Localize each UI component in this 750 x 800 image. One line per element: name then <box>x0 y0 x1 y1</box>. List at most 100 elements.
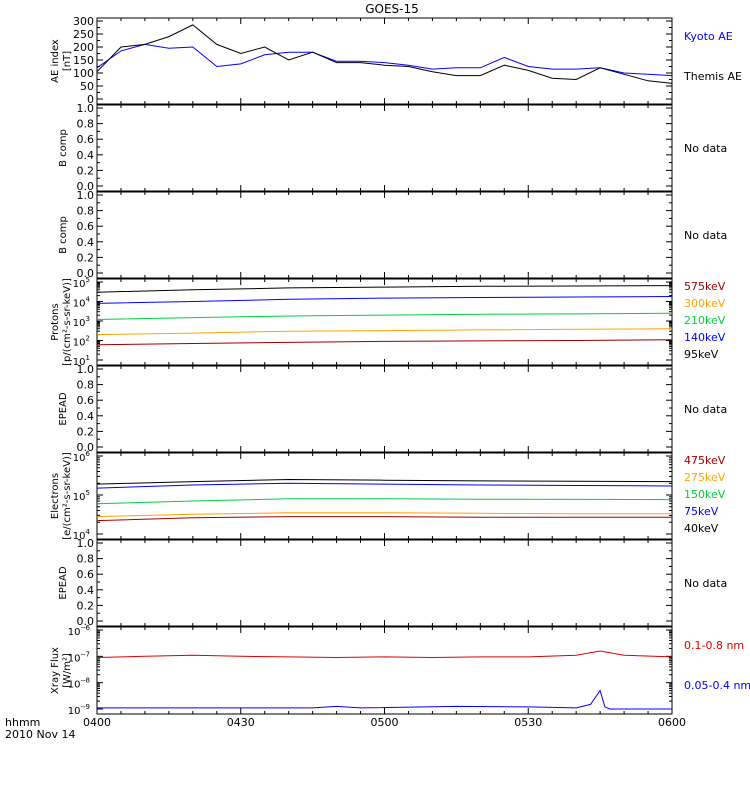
ytick-label-b_comp_1: 0.4 <box>77 149 95 162</box>
ytick-label-epead_1: 0.6 <box>77 394 95 407</box>
ytick-label-epead_1: 0.8 <box>77 379 95 392</box>
ylabel-electrons-1: [e/(cm²-s-sr-keV)] <box>62 452 73 540</box>
ytick-label-epead_2: 0.8 <box>77 553 95 566</box>
ytick-label-epead_2: 0.6 <box>77 568 95 581</box>
ylabel-b_comp_2-0: B comp <box>58 216 69 254</box>
ytick-label-xray: 10--6 <box>68 624 91 638</box>
ylabel-xray-0: Xray Flux <box>50 647 61 694</box>
series-line-xray-0 <box>96 650 673 659</box>
legend-label-electrons-1: 275keV <box>684 471 726 484</box>
ytick-label-ae_index: 150 <box>73 54 94 67</box>
ytick-label-epead_1: 0.4 <box>77 410 95 423</box>
ytick-label-b_comp_2: 0.0 <box>77 267 95 280</box>
legend-label-protons-2: 210keV <box>684 314 726 327</box>
legend-label-electrons-0: 475keV <box>684 454 726 467</box>
legend-label-xray-1: 0.05-0.4 nm <box>684 679 750 692</box>
series-line-protons-3 <box>96 296 673 304</box>
legend-label-protons-4: 95keV <box>684 348 719 361</box>
series-line-ae_index-1 <box>96 24 673 84</box>
panel-frame-b_comp_2 <box>96 191 673 279</box>
xtick-label-0530: 0530 <box>514 716 542 729</box>
ytick-label-ae_index: 250 <box>73 28 94 41</box>
series-line-protons-1 <box>96 328 673 336</box>
ytick-label-electrons: 104 <box>73 528 91 542</box>
chart-title: GOES-15 <box>365 2 419 16</box>
ytick-label-xray: 10--7 <box>68 650 90 664</box>
ytick-label-ae_index: 200 <box>73 41 94 54</box>
ytick-label-b_comp_1: 1.0 <box>77 102 95 115</box>
ylabel-epead_2-0: EPEAD <box>58 566 69 600</box>
series-line-protons-4 <box>96 285 673 293</box>
ytick-label-ae_index: 0 <box>87 93 94 106</box>
no-data-label-epead_1: No data <box>684 403 727 416</box>
panel-frame-protons <box>96 278 673 366</box>
ylabel-protons-0: Protons <box>50 303 61 340</box>
ytick-label-b_comp_2: 0.6 <box>77 220 95 233</box>
xtick-label-0430: 0430 <box>227 716 255 729</box>
ytick-label-epead_1: 1.0 <box>77 363 95 376</box>
ylabel-electrons-0: Electrons <box>50 473 61 519</box>
ytick-label-electrons: 106 <box>73 450 91 464</box>
legend-label-electrons-4: 40keV <box>684 522 719 535</box>
xtick-label-0500: 0500 <box>371 716 399 729</box>
ylabel-xray-1: [W/m²] <box>62 653 73 688</box>
ylabel-b_comp_1-0: B comp <box>58 129 69 167</box>
ytick-label-ae_index: 300 <box>73 15 94 28</box>
ytick-label-b_comp_2: 1.0 <box>77 189 95 202</box>
legend-label-electrons-2: 150keV <box>684 488 726 501</box>
panel-frame-ae_index <box>96 17 673 105</box>
ylabel-epead_1-0: EPEAD <box>58 392 69 426</box>
ytick-label-b_comp_2: 0.4 <box>77 236 95 249</box>
ytick-label-epead_2: 0.2 <box>77 599 95 612</box>
panel-frame-b_comp_1 <box>96 104 673 192</box>
ytick-label-epead_1: 0.2 <box>77 425 95 438</box>
ytick-label-ae_index: 100 <box>73 67 94 80</box>
no-data-label-b_comp_2: No data <box>684 229 727 242</box>
ytick-label-electrons: 105 <box>73 489 90 503</box>
ytick-label-xray: 10--8 <box>68 677 90 691</box>
legend-label-protons-1: 300keV <box>684 297 726 310</box>
ytick-label-protons: 101 <box>73 354 90 368</box>
panel-frame-electrons <box>96 452 673 540</box>
series-line-protons-0 <box>96 339 673 346</box>
xtick-label-0400: 0400 <box>83 716 111 729</box>
ytick-label-protons: 103 <box>73 315 90 329</box>
ytick-label-epead_2: 0.4 <box>77 584 95 597</box>
legend-label-xray-0: 0.1-0.8 nm <box>684 639 744 652</box>
ytick-label-protons: 105 <box>73 276 90 290</box>
series-line-xray-1 <box>97 689 672 710</box>
ylabel-ae_index-1: [nT] <box>62 51 73 71</box>
series-line-electrons-0 <box>96 516 672 522</box>
ytick-label-ae_index: 50 <box>80 80 94 93</box>
xtick-label-0600: 0600 <box>658 716 686 729</box>
footer-date-label: 2010 Nov 14 <box>5 728 75 741</box>
series-line-ae_index-0 <box>96 43 673 77</box>
no-data-label-epead_2: No data <box>684 577 727 590</box>
ytick-label-b_comp_1: 0.8 <box>77 118 95 131</box>
ytick-label-epead_2: 1.0 <box>77 537 95 550</box>
ytick-label-b_comp_1: 0.2 <box>77 164 95 177</box>
footer-time-label: hhmm <box>5 716 40 729</box>
no-data-label-b_comp_1: No data <box>684 142 727 155</box>
series-line-electrons-3 <box>96 482 673 489</box>
series-line-electrons-2 <box>96 498 673 505</box>
ytick-label-protons: 104 <box>73 296 91 310</box>
ytick-label-b_comp_1: 0.6 <box>77 133 95 146</box>
legend-label-electrons-3: 75keV <box>684 505 719 518</box>
legend-label-ae_index-0: Kyoto AE <box>684 30 733 43</box>
series-line-protons-2 <box>96 312 673 320</box>
panel-frame-epead_2 <box>96 539 673 627</box>
ylabel-protons-1: [p/(cm²-s-sr-keV)] <box>62 278 73 366</box>
series-line-electrons-4 <box>96 478 673 485</box>
panel-frame-xray <box>96 626 673 715</box>
ytick-label-xray: 10--9 <box>68 703 90 717</box>
ytick-label-b_comp_1: 0.0 <box>77 180 95 193</box>
legend-label-protons-0: 575keV <box>684 280 726 293</box>
ytick-label-protons: 102 <box>73 335 90 349</box>
legend-label-ae_index-1: Themis AE <box>683 70 742 83</box>
ytick-label-b_comp_2: 0.2 <box>77 251 95 264</box>
ytick-label-epead_2: 0.0 <box>77 615 95 628</box>
ylabel-ae_index-0: AE index <box>50 39 61 83</box>
ytick-label-epead_1: 0.0 <box>77 441 95 454</box>
